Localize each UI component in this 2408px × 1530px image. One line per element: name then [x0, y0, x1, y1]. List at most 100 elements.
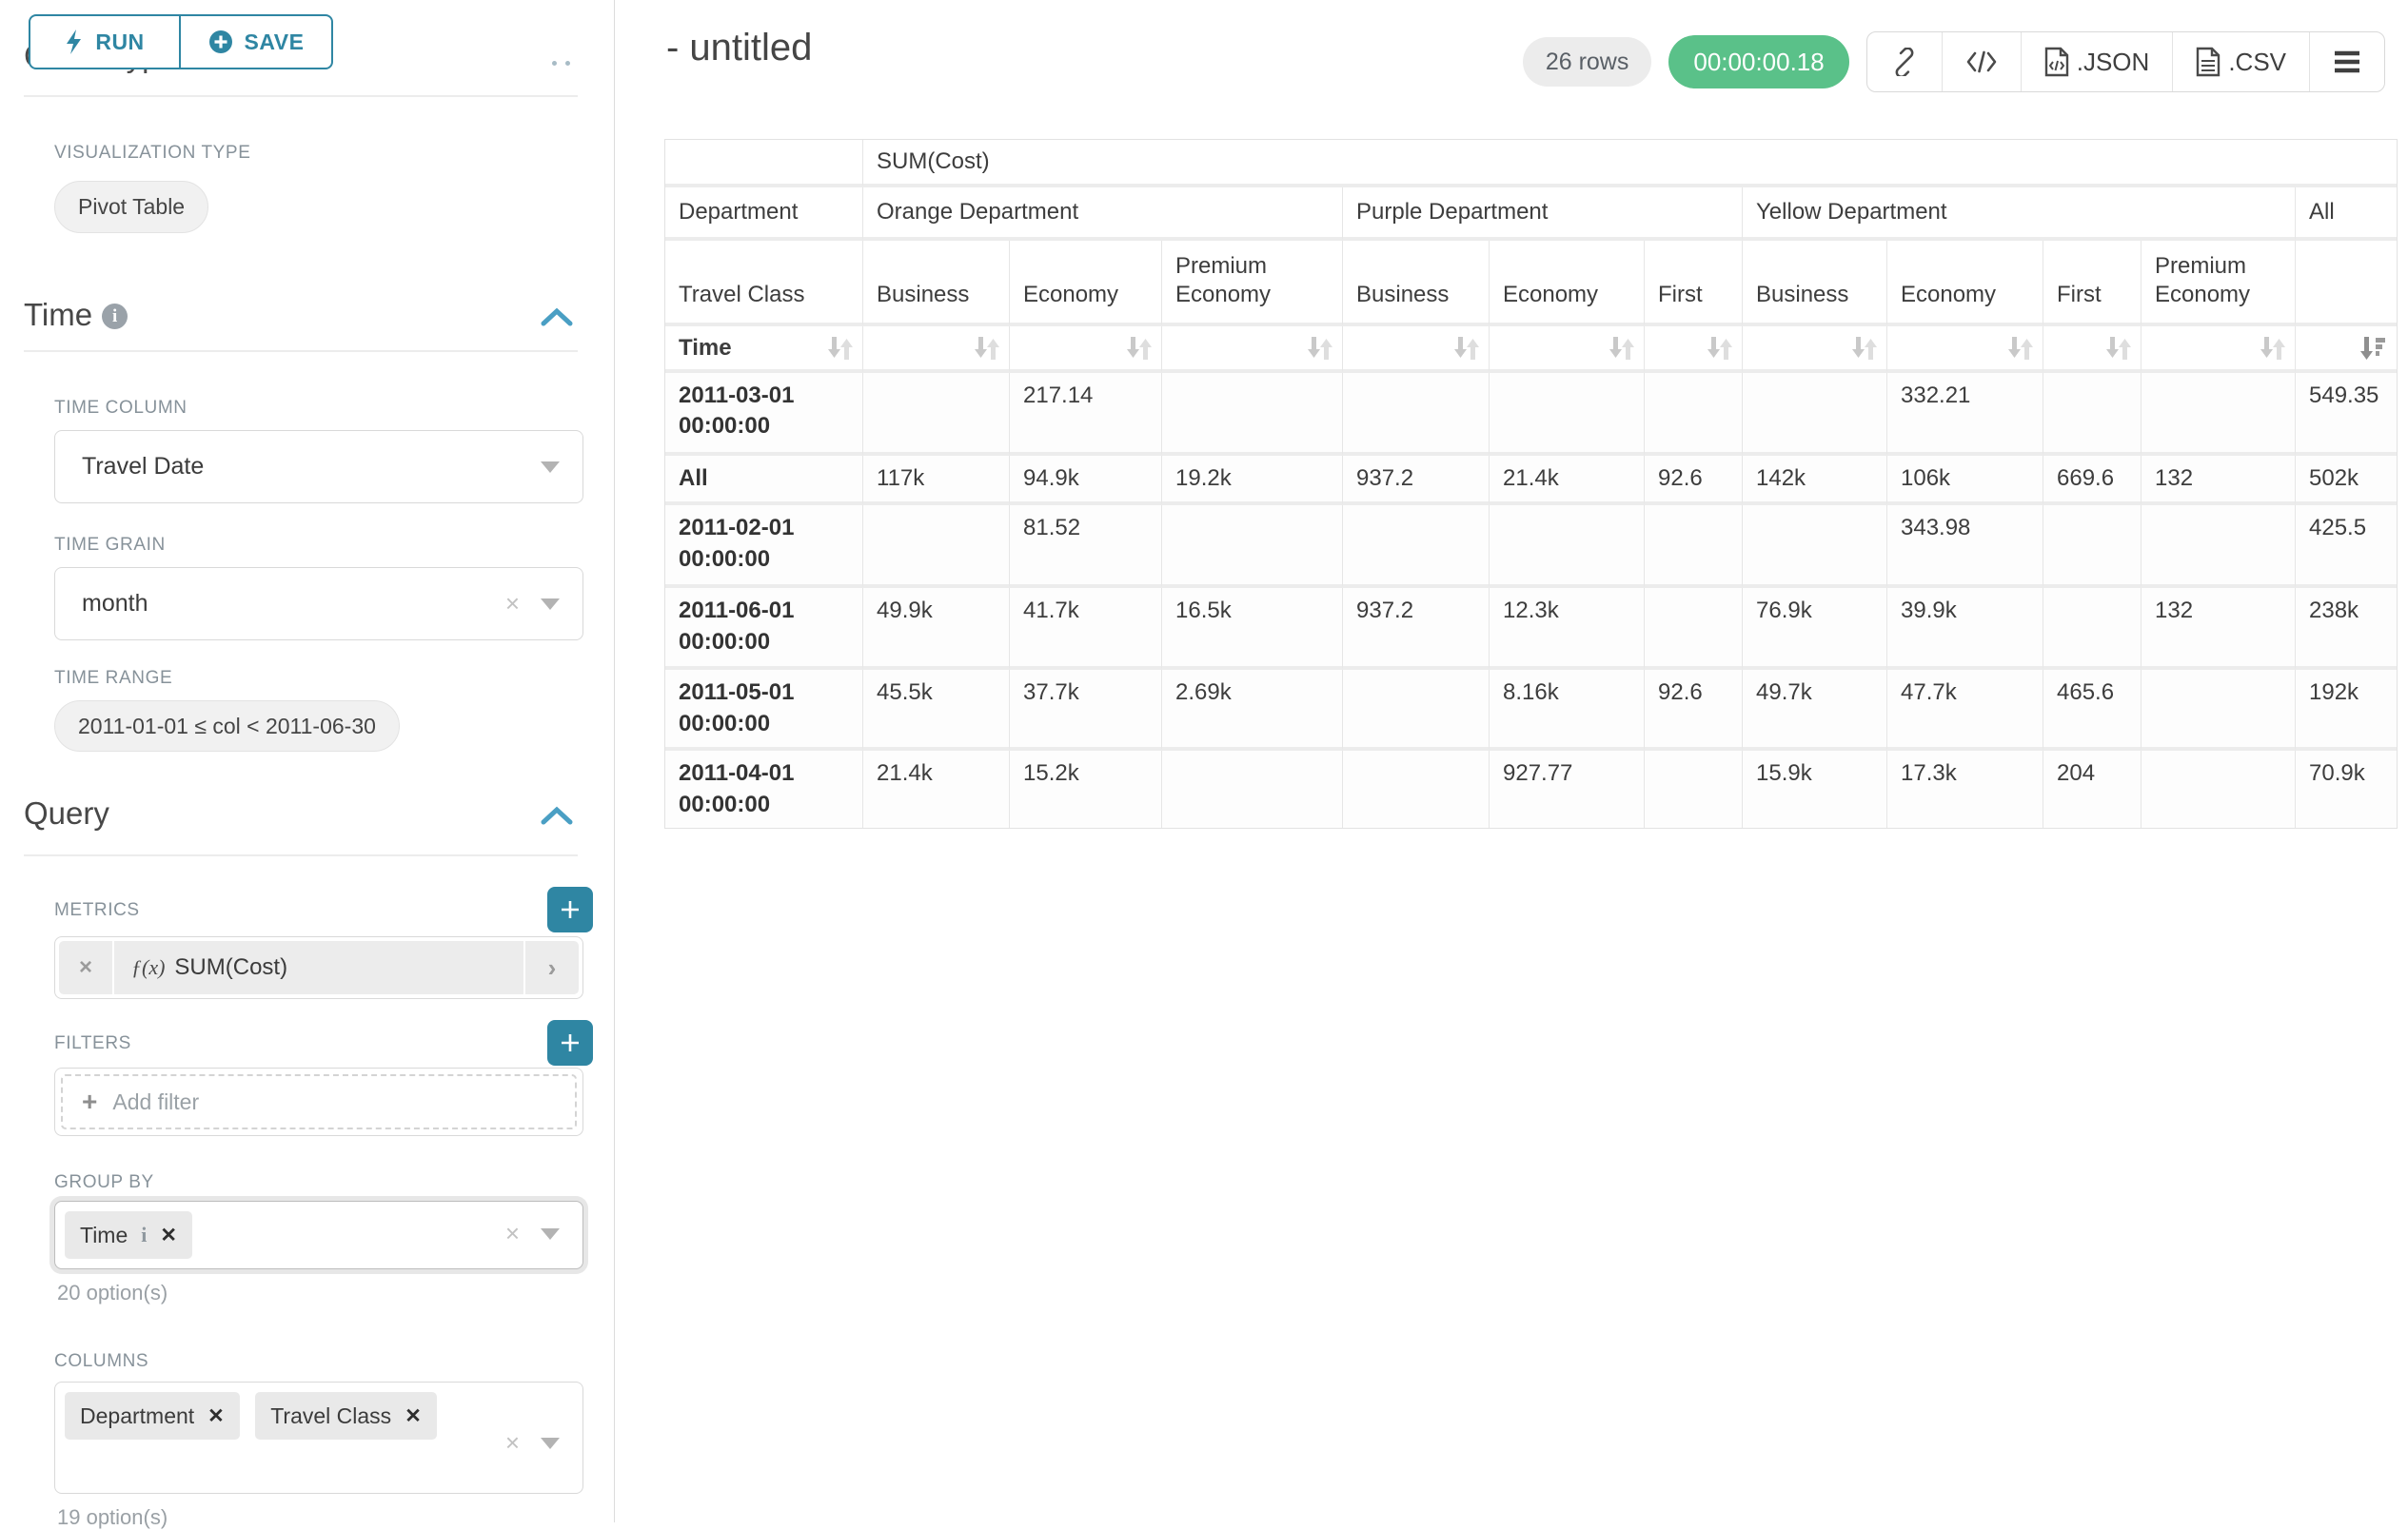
add-filter-dropzone[interactable]: + Add filter [61, 1074, 577, 1129]
value-cell: 142k [1743, 456, 1887, 505]
export-csv-button[interactable]: .CSV [2173, 32, 2310, 91]
remove-chip-icon[interactable]: ✕ [405, 1404, 422, 1428]
value-cell: 106k [1887, 456, 2043, 505]
corner-cell [665, 140, 863, 187]
value-cell: 8.16k [1490, 670, 1645, 751]
time-column-select[interactable]: Travel Date [54, 430, 583, 503]
viz-type-label: VISUALIZATION TYPE [54, 143, 250, 164]
column-sort-header[interactable] [2043, 326, 2142, 373]
value-cell: 21.4k [863, 751, 1010, 828]
embed-code-button[interactable] [1943, 32, 2022, 91]
metric-header: SUM(Cost) [863, 140, 2397, 187]
hamburger-icon [2333, 50, 2361, 73]
chevron-down-icon [541, 1228, 560, 1240]
metric-chip[interactable]: × ƒ(x) SUM(Cost) › [59, 941, 579, 994]
time-sort-header[interactable]: Time [665, 326, 863, 373]
viz-type-value[interactable]: Pivot Table [54, 181, 208, 233]
sort-icon[interactable] [1609, 335, 1634, 362]
sort-icon[interactable] [1454, 335, 1479, 362]
travel-class-header: Premium Economy [1162, 241, 1343, 326]
value-cell: 37.7k [1010, 670, 1162, 751]
column-sort-header[interactable] [1162, 326, 1343, 373]
value-cell: 238k [2296, 588, 2397, 670]
travel-class-header: Economy [1010, 241, 1162, 326]
travel-class-header: First [1645, 241, 1743, 326]
value-cell: 2.69k [1162, 670, 1343, 751]
filters-field: + Add filter [54, 1068, 583, 1136]
remove-chip-icon[interactable]: ✕ [160, 1224, 177, 1247]
sort-icon[interactable] [975, 335, 999, 362]
column-sort-header[interactable] [863, 326, 1010, 373]
time-grain-select[interactable]: month × [54, 567, 583, 640]
sort-icon[interactable] [1308, 335, 1332, 362]
column-sort-header[interactable] [1645, 326, 1743, 373]
share-link-button[interactable] [1867, 32, 1943, 91]
sort-icon[interactable] [2008, 335, 2033, 362]
value-cell: 49.9k [863, 588, 1010, 670]
query-section-title: Query [24, 795, 109, 832]
remove-metric-icon[interactable]: × [59, 941, 112, 994]
group-by-chip[interactable]: Time i ✕ [65, 1211, 192, 1259]
run-button[interactable]: RUN [29, 14, 180, 69]
columns-chip[interactable]: Travel Class ✕ [255, 1392, 437, 1440]
clear-icon[interactable]: × [505, 589, 520, 618]
columns-select[interactable]: Department ✕ Travel Class ✕ × [54, 1382, 583, 1494]
remove-chip-icon[interactable]: ✕ [207, 1404, 225, 1428]
value-cell [2043, 373, 2142, 456]
value-cell [2043, 588, 2142, 670]
sort-icon[interactable] [1852, 335, 1877, 362]
add-metric-button[interactable] [547, 887, 593, 932]
column-sort-header[interactable] [1343, 326, 1490, 373]
column-sort-header[interactable] [2142, 326, 2296, 373]
csv-label: .CSV [2228, 48, 2286, 77]
columns-chip[interactable]: Department ✕ [65, 1392, 240, 1440]
divider [24, 350, 578, 352]
value-cell: 192k [2296, 670, 2397, 751]
row-label-cell: All [665, 456, 863, 505]
value-cell: 92.6 [1645, 670, 1743, 751]
columns-label: COLUMNS [54, 1351, 148, 1372]
row-dim-header: Department [665, 187, 863, 241]
sort-descending-icon[interactable] [2359, 335, 2387, 362]
row-dim2-header: Travel Class [665, 241, 863, 326]
sort-icon[interactable] [2106, 335, 2131, 362]
save-button[interactable]: SAVE [180, 14, 333, 69]
export-json-button[interactable]: .JSON [2022, 32, 2174, 91]
column-sort-header[interactable] [1490, 326, 1645, 373]
sort-icon[interactable] [1707, 335, 1732, 362]
chevron-right-icon[interactable]: › [525, 941, 579, 994]
value-cell [1743, 373, 1887, 456]
chevron-down-icon [541, 461, 560, 473]
filters-label: FILTERS [54, 1033, 131, 1054]
chevron-up-icon[interactable] [540, 306, 574, 332]
value-cell: 927.77 [1490, 751, 1645, 828]
time-range-value[interactable]: 2011-01-01 ≤ col < 2011-06-30 [54, 700, 400, 752]
value-cell: 217.14 [1010, 373, 1162, 456]
value-cell: 49.7k [1743, 670, 1887, 751]
value-cell: 549.35 [2296, 373, 2397, 456]
group-by-select[interactable]: Time i ✕ × [54, 1201, 583, 1269]
menu-button[interactable] [2310, 32, 2384, 91]
col-group-header: Purple Department [1343, 187, 1743, 241]
value-cell [863, 373, 1010, 456]
add-filter-button[interactable] [547, 1020, 593, 1066]
chart-title[interactable]: - untitled [666, 27, 812, 69]
column-sort-header[interactable] [1010, 326, 1162, 373]
clear-icon[interactable]: × [505, 1219, 520, 1248]
column-sort-header[interactable] [1743, 326, 1887, 373]
value-cell [1343, 751, 1490, 828]
column-sort-header[interactable] [2296, 326, 2397, 373]
clear-icon[interactable]: × [505, 1428, 520, 1458]
sort-icon[interactable] [828, 335, 853, 362]
chevron-up-icon[interactable] [540, 805, 574, 831]
value-cell: 76.9k [1743, 588, 1887, 670]
table-row: 2011-05-01 00:00:0045.5k37.7k2.69k8.16k9… [665, 670, 2397, 751]
time-grain-label: TIME GRAIN [54, 535, 166, 556]
table-row: 2011-06-01 00:00:0049.9k41.7k16.5k937.21… [665, 588, 2397, 670]
sort-icon[interactable] [1127, 335, 1152, 362]
column-sort-header[interactable] [1887, 326, 2043, 373]
travel-class-header: Business [1343, 241, 1490, 326]
value-cell [1743, 505, 1887, 588]
metrics-field: × ƒ(x) SUM(Cost) › [54, 936, 583, 999]
sort-icon[interactable] [2260, 335, 2285, 362]
